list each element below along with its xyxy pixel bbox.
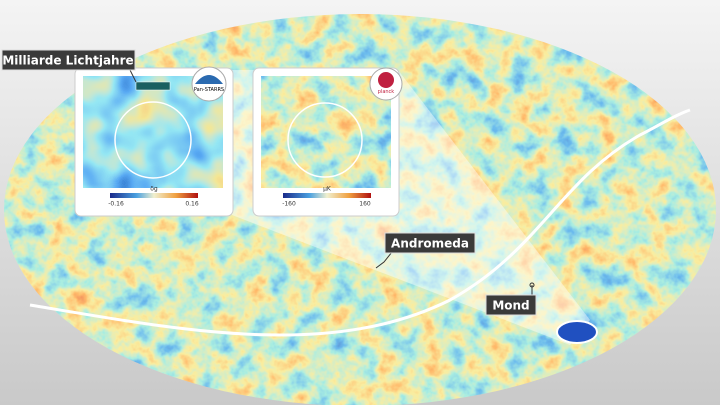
- andromeda-label: Andromeda: [375, 232, 476, 269]
- colorbar-max: 0.16: [185, 201, 199, 208]
- colorbar-unit: δg: [150, 186, 158, 193]
- label: Milliarde Lichtjahre: [2, 54, 133, 68]
- logo: Pan-STARRS: [194, 87, 224, 93]
- colorbar-min: -0.16: [108, 201, 124, 208]
- colorbar-max: 160: [359, 201, 371, 208]
- logo: planck: [378, 89, 395, 95]
- scale-label: Milliarde Lichtjahre: [1, 49, 137, 83]
- moon-label: Mond: [485, 282, 537, 316]
- colorbar-unit: μK: [323, 186, 332, 193]
- panel-planck: planck -160 160 μK: [252, 67, 403, 217]
- ecliptic: [29, 108, 691, 337]
- field-marker: [556, 320, 598, 344]
- label: Mond: [492, 299, 529, 313]
- panel-pan-starrs: Pan-STARRS -0.16 0.16 δg: [74, 66, 234, 217]
- label: Andromeda: [391, 237, 469, 251]
- colorbar-min: -160: [282, 201, 296, 208]
